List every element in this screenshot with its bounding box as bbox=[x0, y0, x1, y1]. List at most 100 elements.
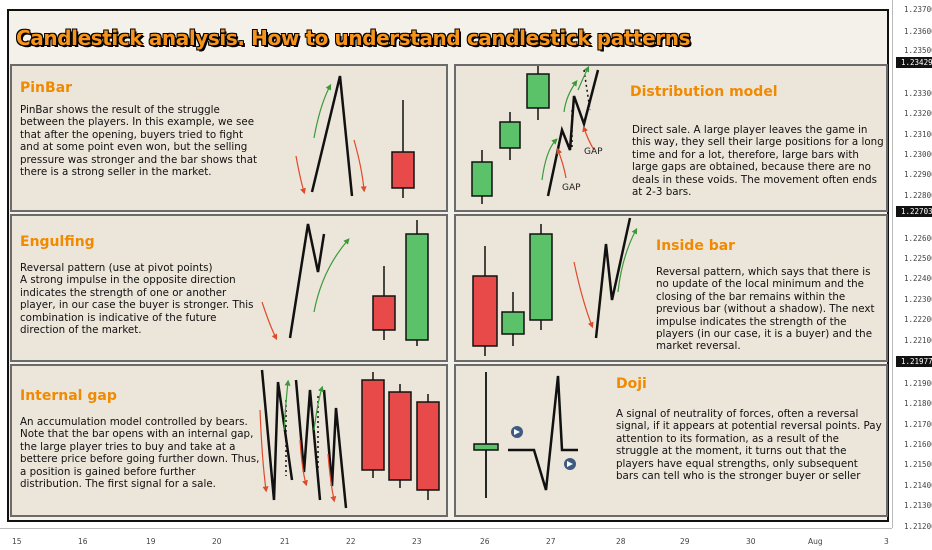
y-tick-label: 1.21900 bbox=[904, 379, 932, 388]
x-tick-label: 26 bbox=[480, 537, 490, 546]
panel-doji: Doji A signal of neutrality of forces, o… bbox=[454, 364, 888, 517]
price-badge: 1.22703 bbox=[896, 206, 932, 217]
gap-label: GAP bbox=[562, 183, 581, 193]
time-axis[interactable] bbox=[0, 528, 892, 550]
panel-insidebar: Inside bar Reversal pattern, which says … bbox=[454, 214, 888, 362]
y-tick-label: 1.23500 bbox=[904, 46, 932, 55]
candle-body bbox=[472, 275, 498, 347]
panel-title: Engulfing bbox=[20, 234, 95, 250]
panel-text: Reversal pattern (use at pivot points) A… bbox=[20, 262, 254, 337]
panel-pinbar: PinBar PinBar shows the result of the st… bbox=[10, 64, 448, 212]
up-arrow bbox=[577, 65, 590, 91]
x-tick-label: Aug bbox=[808, 537, 823, 546]
y-tick-label: 1.22300 bbox=[904, 295, 932, 304]
down-arrow bbox=[261, 301, 278, 341]
down-arrow bbox=[573, 261, 594, 329]
y-tick-label: 1.23700 bbox=[904, 5, 932, 14]
price-path bbox=[322, 389, 348, 509]
y-tick-label: 1.21300 bbox=[904, 501, 932, 510]
price-path bbox=[546, 69, 600, 197]
x-tick-label: 3 bbox=[884, 537, 889, 546]
y-tick-label: 1.23200 bbox=[904, 109, 932, 118]
price-path bbox=[294, 379, 322, 501]
candle-body bbox=[361, 379, 385, 471]
up-arrow bbox=[313, 385, 324, 431]
panel-text: PinBar shows the result of the struggle … bbox=[20, 104, 258, 179]
price-path bbox=[594, 217, 632, 339]
y-tick-label: 1.21500 bbox=[904, 460, 932, 469]
down-arrow bbox=[353, 139, 367, 193]
panel-text: A signal of neutrality of forces, often … bbox=[616, 408, 882, 483]
price-axis[interactable] bbox=[892, 0, 932, 528]
x-tick-label: 29 bbox=[680, 537, 690, 546]
x-tick-label: 16 bbox=[78, 537, 88, 546]
down-arrow bbox=[582, 125, 595, 151]
panel-title: Internal gap bbox=[20, 388, 117, 404]
price-path bbox=[310, 75, 354, 197]
y-tick-label: 1.22200 bbox=[904, 315, 932, 324]
y-tick-label: 1.23300 bbox=[904, 89, 932, 98]
y-tick-label: 1.21200 bbox=[904, 522, 932, 531]
up-arrow bbox=[541, 138, 558, 181]
x-tick-label: 15 bbox=[12, 537, 22, 546]
panel-title: Distribution model bbox=[630, 84, 778, 100]
direction-icon bbox=[567, 461, 573, 467]
x-tick-label: 30 bbox=[746, 537, 756, 546]
candle-body bbox=[416, 401, 440, 491]
down-arrow bbox=[295, 155, 306, 195]
y-tick-label: 1.22900 bbox=[904, 170, 932, 179]
candle-body bbox=[405, 233, 429, 341]
x-tick-label: 28 bbox=[616, 537, 626, 546]
y-tick-label: 1.22600 bbox=[904, 234, 932, 243]
up-arrow bbox=[313, 238, 350, 313]
y-tick-label: 1.23100 bbox=[904, 130, 932, 139]
x-tick-label: 21 bbox=[280, 537, 290, 546]
up-arrow bbox=[617, 227, 638, 293]
gap-dotted bbox=[583, 69, 591, 111]
y-tick-label: 1.22400 bbox=[904, 274, 932, 283]
down-arrow bbox=[259, 409, 269, 493]
y-tick-label: 1.21400 bbox=[904, 481, 932, 490]
candle-body bbox=[471, 161, 493, 197]
x-tick-label: 19 bbox=[146, 537, 156, 546]
y-tick-label: 1.21800 bbox=[904, 399, 932, 408]
down-arrow bbox=[556, 147, 567, 179]
gap-label: GAP bbox=[584, 147, 603, 157]
panel-text: An accumulation model controlled by bear… bbox=[20, 416, 260, 491]
panel-title: Doji bbox=[616, 376, 647, 392]
up-arrow bbox=[283, 379, 291, 431]
y-tick-label: 1.21600 bbox=[904, 440, 932, 449]
y-tick-label: 1.23600 bbox=[904, 27, 932, 36]
price-path bbox=[260, 369, 294, 501]
doji-body bbox=[473, 443, 499, 451]
y-tick-label: 1.22100 bbox=[904, 336, 932, 345]
up-arrow bbox=[313, 83, 332, 139]
panel-title: Inside bar bbox=[656, 238, 736, 254]
down-arrow bbox=[327, 453, 337, 503]
candle-body bbox=[388, 391, 412, 481]
y-tick-label: 1.23000 bbox=[904, 150, 932, 159]
x-tick-label: 22 bbox=[346, 537, 356, 546]
direction-icon bbox=[514, 429, 520, 435]
x-tick-label: 20 bbox=[212, 537, 222, 546]
price-path bbox=[288, 223, 326, 339]
panel-title: PinBar bbox=[20, 80, 73, 96]
price-path bbox=[508, 375, 578, 491]
price-badge: 1.21977 bbox=[896, 356, 932, 367]
y-tick-label: 1.22800 bbox=[904, 191, 932, 200]
candle-body bbox=[501, 311, 525, 335]
panel-text: Direct sale. A large player leaves the g… bbox=[632, 124, 884, 199]
candle-body bbox=[499, 121, 521, 149]
candle-body bbox=[526, 73, 550, 109]
y-tick-label: 1.21700 bbox=[904, 420, 932, 429]
panel-engulfing: Engulfing Reversal pattern (use at pivot… bbox=[10, 214, 448, 362]
down-arrow bbox=[299, 439, 308, 487]
candle-body bbox=[372, 295, 396, 331]
candle-body bbox=[529, 233, 553, 321]
up-arrow bbox=[563, 80, 578, 113]
chart-title: Candlestick analysis. How to understand … bbox=[16, 26, 691, 50]
x-tick-label: 27 bbox=[546, 537, 556, 546]
panel-text: Reversal pattern, which says that there … bbox=[656, 266, 875, 353]
x-tick-label: 23 bbox=[412, 537, 422, 546]
